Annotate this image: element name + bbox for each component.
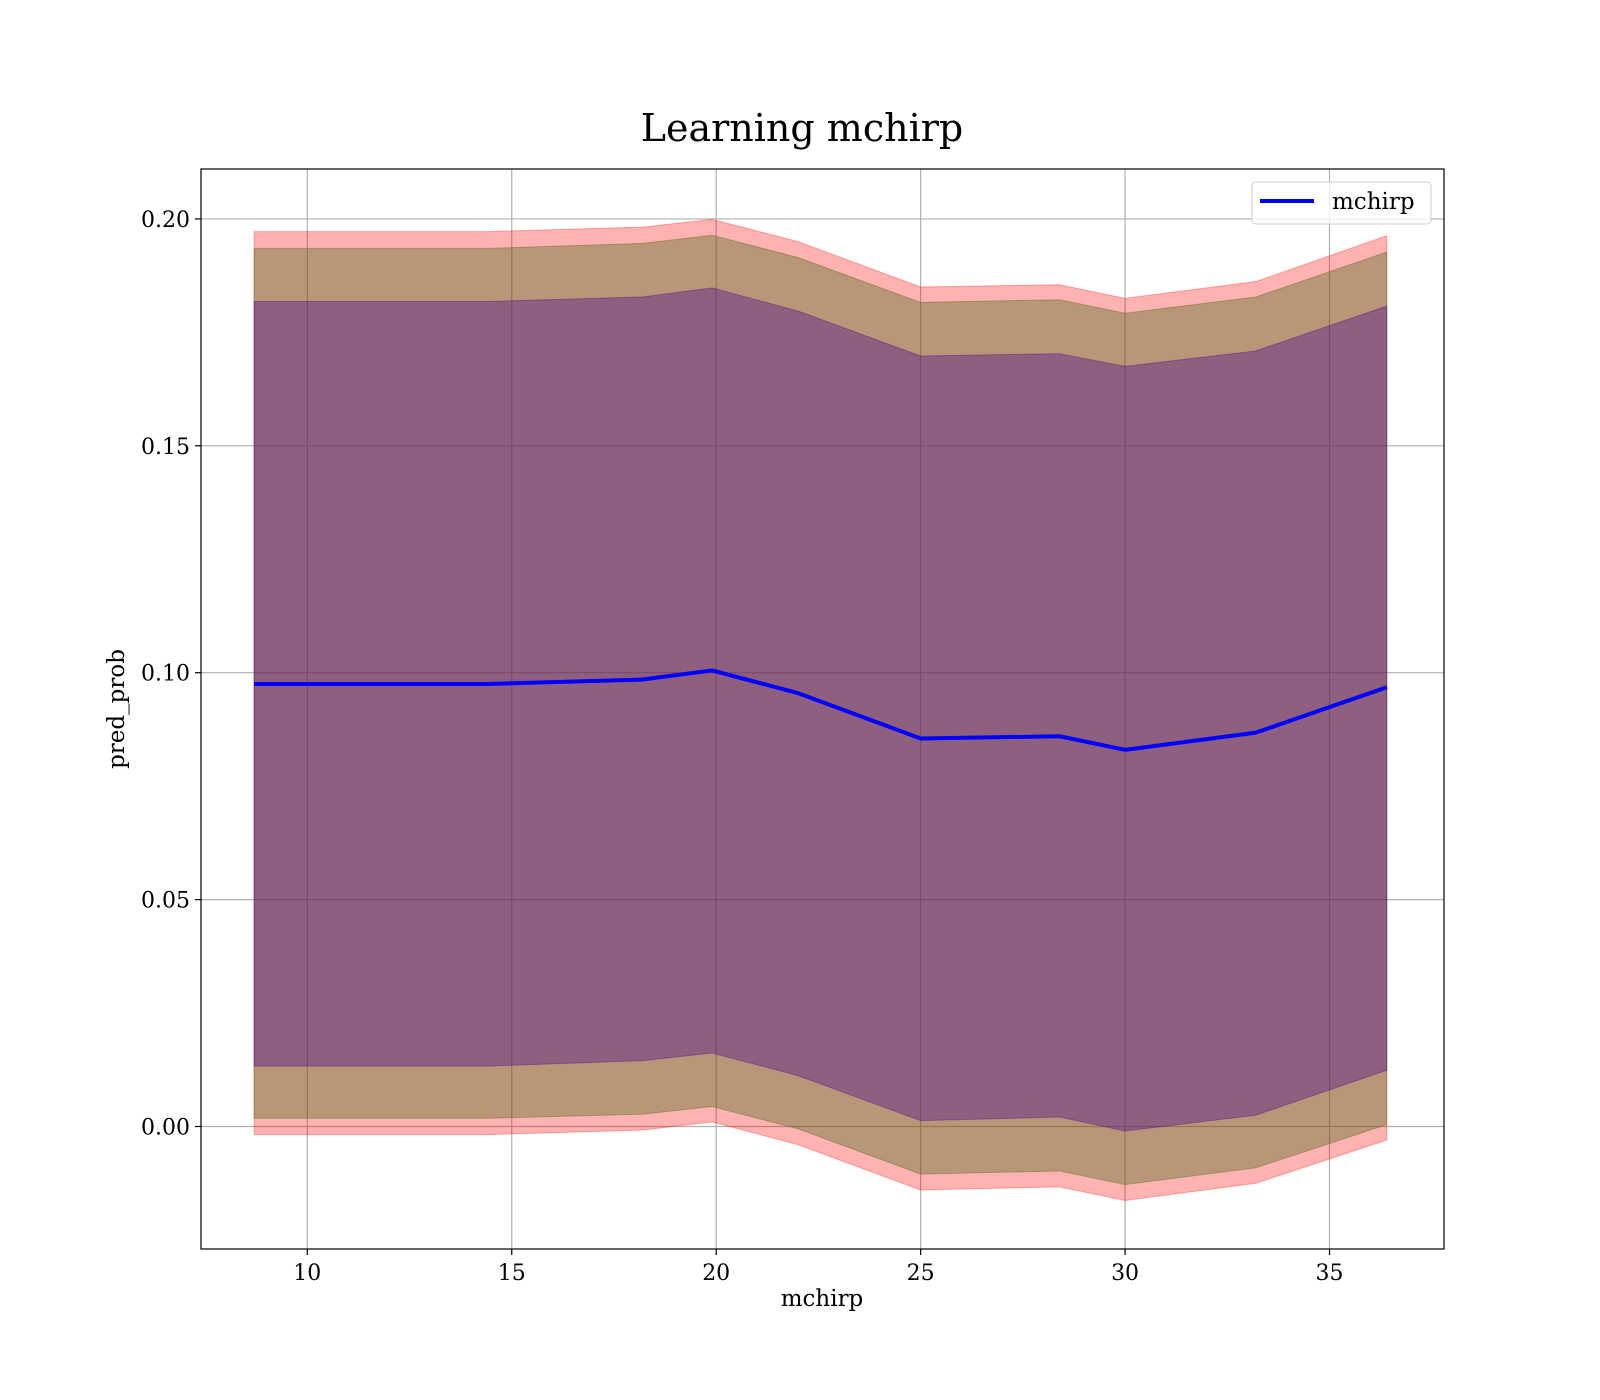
series-line-mchirp: [254, 668, 1388, 752]
y-tick-label-1: 0.05: [141, 889, 190, 914]
legend-box: [1251, 181, 1432, 225]
x-tick-label-0: 10: [293, 1261, 321, 1286]
x-tick-label-5: 35: [1316, 1261, 1344, 1286]
x-tick-label-3: 25: [907, 1261, 935, 1286]
x-tick-label-1: 15: [498, 1261, 526, 1286]
confidence-band-0: [253, 218, 1388, 1201]
legend: mchirp: [1251, 181, 1432, 225]
plot-area: [200, 168, 1445, 1250]
y-axis-ticks: 0.00 0.05 0.10 0.15 0.20: [141, 208, 201, 1140]
confidence-band-2: [253, 287, 1388, 1132]
y-tick-label-4: 0.20: [141, 208, 190, 233]
y-tick-label-3: 0.15: [141, 435, 190, 460]
x-axis-label: mchirp: [781, 1286, 864, 1312]
series-lines: [254, 668, 1388, 752]
y-tick-label-2: 0.10: [141, 662, 190, 687]
x-tick-label-4: 30: [1111, 1261, 1139, 1286]
chart-title: Learning mchirp: [641, 106, 963, 150]
confidence-bands: [253, 218, 1388, 1201]
confidence-band-1: [253, 234, 1388, 1186]
plot-frame: [200, 168, 1445, 1250]
x-tick-label-2: 20: [702, 1261, 730, 1286]
plot-background: [201, 169, 1444, 1249]
x-axis-ticks: 10 15 20 25 30 35: [293, 1249, 1344, 1286]
legend-label-mchirp: mchirp: [1332, 189, 1415, 215]
grid: [201, 169, 1444, 1249]
y-tick-label-0: 0.00: [141, 1115, 190, 1140]
y-axis-label: pred_prob: [104, 649, 130, 769]
